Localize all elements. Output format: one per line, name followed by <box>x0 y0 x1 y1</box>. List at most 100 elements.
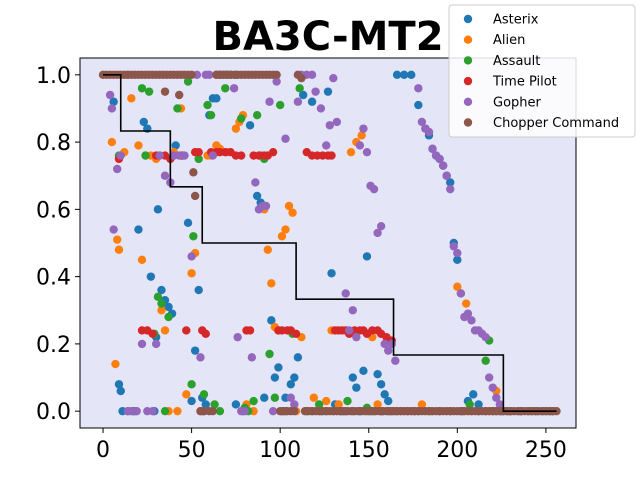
data-point <box>293 97 303 106</box>
data-point <box>355 141 365 150</box>
legend: Asterix Alien Assault Time Pilot Gopher Chopp… <box>448 4 636 138</box>
data-point <box>157 299 166 308</box>
data-point <box>187 252 196 261</box>
data-point <box>286 380 295 389</box>
data-point <box>362 252 372 261</box>
data-point <box>237 151 246 160</box>
data-point <box>267 279 276 288</box>
data-point <box>137 84 147 93</box>
data-point <box>442 171 451 180</box>
data-point <box>446 184 455 194</box>
data-point <box>345 326 354 335</box>
data-point <box>194 285 203 295</box>
data-point <box>265 97 274 106</box>
data-point <box>114 245 124 254</box>
x-axis: 0 50 100 150 200 250 <box>96 428 567 463</box>
data-point <box>348 373 357 382</box>
data-point <box>137 339 147 349</box>
data-point <box>215 406 225 416</box>
data-point <box>277 232 287 241</box>
x-tick-label: 100 <box>259 438 301 463</box>
data-point <box>327 269 336 278</box>
data-point <box>187 380 196 389</box>
data-point <box>252 110 262 120</box>
data-point <box>380 390 389 399</box>
data-point <box>109 225 118 234</box>
data-point <box>485 373 494 382</box>
data-point <box>376 380 386 389</box>
y-tick-label: 0.8 <box>36 131 71 156</box>
data-point <box>155 151 164 160</box>
y-tick-label: 1.0 <box>36 64 71 89</box>
data-point <box>116 151 125 160</box>
data-point <box>407 70 416 80</box>
data-point <box>352 332 361 342</box>
data-point <box>148 329 157 339</box>
data-point <box>424 127 434 137</box>
data-point <box>362 147 372 157</box>
data-point <box>164 312 173 322</box>
data-point <box>205 70 214 80</box>
data-point <box>453 255 462 265</box>
data-point <box>127 94 136 103</box>
data-point <box>233 332 242 342</box>
data-point <box>281 134 290 143</box>
data-point <box>109 97 118 106</box>
legend-label: Assault <box>493 54 540 69</box>
data-point <box>229 84 239 93</box>
data-point <box>107 137 117 147</box>
data-point <box>144 87 154 96</box>
data-point <box>187 70 196 80</box>
data-point <box>173 104 182 113</box>
data-point <box>387 339 396 349</box>
data-point <box>348 306 357 315</box>
data-point <box>268 406 278 416</box>
data-point <box>261 201 271 211</box>
data-point <box>492 393 501 402</box>
data-point <box>293 353 303 362</box>
data-point <box>171 141 180 150</box>
data-point <box>316 104 326 113</box>
data-point <box>481 332 490 342</box>
data-point <box>201 329 210 339</box>
data-point <box>231 400 241 409</box>
data-point <box>325 121 334 130</box>
data-point <box>173 406 182 416</box>
data-point <box>299 90 308 100</box>
data-point <box>438 161 448 170</box>
data-point <box>469 390 478 399</box>
data-point <box>113 164 122 174</box>
data-point <box>467 316 476 325</box>
data-point <box>414 100 423 110</box>
data-point <box>105 90 115 100</box>
data-point <box>183 218 193 228</box>
legend-marker <box>463 76 473 86</box>
data-point <box>260 393 269 402</box>
data-point <box>153 205 163 214</box>
data-point <box>391 356 400 365</box>
data-point <box>334 400 343 409</box>
data-point <box>189 232 198 241</box>
data-point <box>190 346 200 355</box>
data-point <box>417 117 427 127</box>
data-point <box>247 353 257 362</box>
data-point <box>297 73 306 83</box>
data-point <box>139 117 148 127</box>
data-point <box>373 228 382 238</box>
data-point <box>453 248 462 258</box>
data-point <box>146 272 156 281</box>
data-point <box>311 87 320 96</box>
data-point <box>252 191 262 201</box>
data-point <box>272 70 281 80</box>
data-point <box>157 285 166 295</box>
data-point <box>384 396 393 406</box>
data-point <box>474 400 483 409</box>
data-point <box>182 390 191 399</box>
data-point <box>160 171 170 180</box>
legend-box <box>448 4 636 138</box>
data-point <box>322 396 331 406</box>
step-line <box>103 74 557 412</box>
x-tick-label: 0 <box>96 438 110 463</box>
data-point <box>376 221 386 231</box>
